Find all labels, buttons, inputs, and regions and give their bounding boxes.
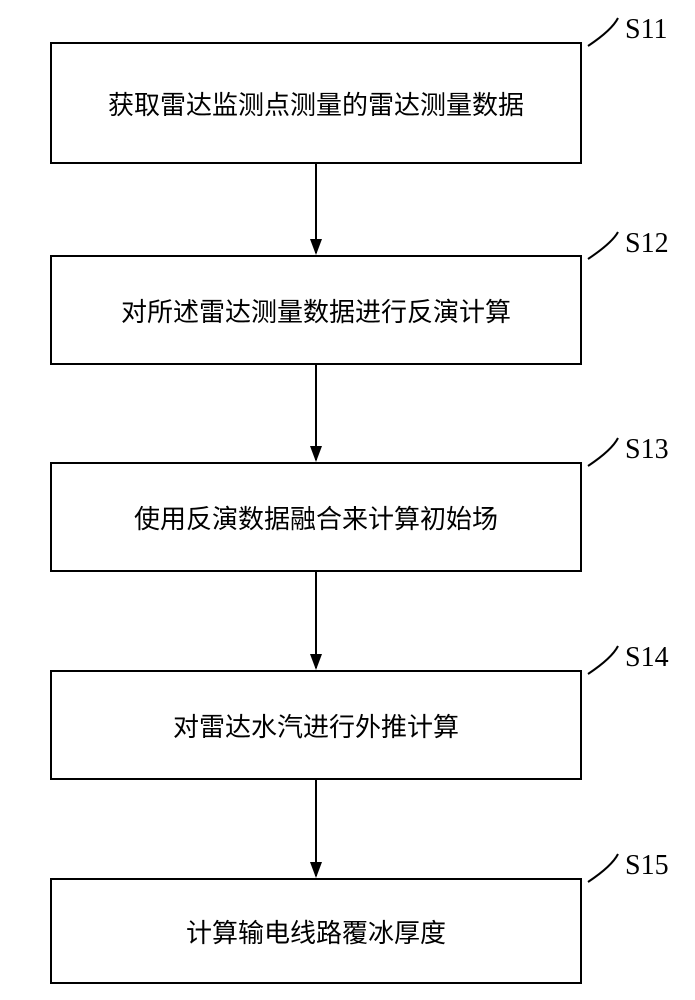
step-label-s13: S13 xyxy=(625,434,669,466)
step-label-s11: S11 xyxy=(625,14,668,46)
flow-node-s11: 获取雷达监测点测量的雷达测量数据 xyxy=(50,42,582,164)
flow-node-s12: 对所述雷达测量数据进行反演计算 xyxy=(50,255,582,365)
flow-node-s15: 计算输电线路覆冰厚度 xyxy=(50,878,582,984)
flow-node-text: 对雷达水汽进行外推计算 xyxy=(52,707,580,744)
flowchart-canvas: 获取雷达监测点测量的雷达测量数据对所述雷达测量数据进行反演计算使用反演数据融合来… xyxy=(0,0,695,1000)
step-label-s12: S12 xyxy=(625,228,669,260)
label-connector xyxy=(588,646,618,674)
flow-node-text: 获取雷达监测点测量的雷达测量数据 xyxy=(52,85,580,122)
flow-node-s13: 使用反演数据融合来计算初始场 xyxy=(50,462,582,572)
label-connector xyxy=(588,232,618,259)
flow-node-text: 计算输电线路覆冰厚度 xyxy=(52,913,580,950)
flow-node-text: 使用反演数据融合来计算初始场 xyxy=(52,499,580,536)
step-label-s15: S15 xyxy=(625,850,669,882)
flow-node-s14: 对雷达水汽进行外推计算 xyxy=(50,670,582,780)
flow-node-text: 对所述雷达测量数据进行反演计算 xyxy=(52,292,580,329)
step-label-s14: S14 xyxy=(625,642,669,674)
label-connector xyxy=(588,18,618,46)
label-connector xyxy=(588,854,618,882)
label-connector xyxy=(588,438,618,466)
